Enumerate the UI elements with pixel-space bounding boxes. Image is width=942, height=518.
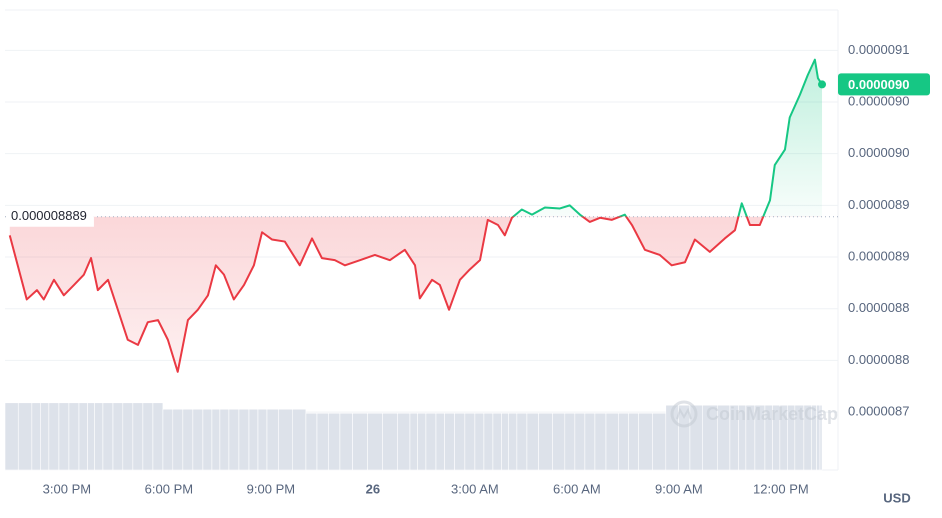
y-tick-label: 0.0000089 — [848, 248, 909, 263]
y-tick-label: 0.0000090 — [848, 93, 909, 108]
volume-bar — [594, 412, 607, 471]
volume-bar — [492, 412, 502, 471]
y-tick-label: 0.0000088 — [848, 300, 909, 315]
x-tick-label: 26 — [366, 481, 380, 496]
volume-bar — [552, 412, 566, 471]
volume-bar — [182, 408, 194, 471]
volume-bar — [211, 408, 221, 471]
volume-bar — [102, 402, 114, 471]
volume-bar — [474, 412, 485, 471]
x-tick-label: 3:00 PM — [43, 481, 91, 496]
volume-bar — [152, 402, 164, 471]
volume-bar — [112, 402, 124, 471]
volume-bar — [291, 408, 307, 471]
volume-bar — [122, 402, 134, 471]
reference-label: 0.000008889 — [11, 208, 87, 223]
volume-bar — [464, 412, 476, 471]
volume-bar — [31, 402, 41, 471]
volume-bar — [454, 412, 466, 471]
volume-bar — [78, 402, 88, 471]
volume-bar — [367, 412, 383, 471]
watermark: CoinMarketCap — [670, 400, 838, 428]
plot: 0.000008889 0.0000090 — [5, 58, 930, 373]
volume-bar — [628, 412, 639, 471]
volume-bar — [435, 412, 445, 471]
volume-bar — [584, 412, 596, 471]
volume-bar — [162, 408, 174, 471]
volume-bar — [132, 402, 144, 471]
volume-bar — [516, 412, 528, 471]
volume-bar — [417, 412, 427, 471]
volume-bar — [352, 412, 368, 471]
x-tick-label: 9:00 AM — [655, 481, 703, 496]
volume-bar — [501, 412, 509, 471]
volume-bar — [638, 412, 653, 471]
volume-bar — [219, 408, 230, 471]
volume-bar — [48, 402, 60, 471]
volume-bar — [68, 402, 80, 471]
volume-bar — [228, 408, 240, 471]
volume-bar — [58, 402, 70, 471]
volume-bar — [4, 402, 19, 471]
y-tick-label: 0.0000091 — [848, 42, 909, 57]
reference-label-bg — [6, 206, 94, 227]
volume-bar — [172, 408, 184, 471]
x-tick-label: 9:00 PM — [247, 481, 295, 496]
volume-bar — [238, 408, 250, 471]
x-tick-label: 3:00 AM — [451, 481, 499, 496]
y-tick-label: 0.0000090 — [848, 145, 909, 160]
volume-bar — [305, 412, 318, 471]
price-tag — [838, 73, 930, 96]
volume-bar — [142, 402, 154, 471]
volume-bar — [17, 402, 33, 471]
y-tick-label: 0.0000087 — [848, 404, 909, 419]
y-tick-label: 0.0000089 — [848, 197, 909, 212]
volume-bar — [538, 412, 553, 471]
volume-bar — [328, 412, 341, 471]
currency-label: USD — [883, 490, 910, 505]
volume-bar — [508, 412, 518, 471]
x-tick-label: 12:00 PM — [753, 481, 809, 496]
volume-bar — [40, 402, 50, 471]
volume-bar — [266, 408, 279, 471]
price-tag-label: 0.0000090 — [848, 77, 909, 92]
last-point — [818, 80, 827, 89]
volume-bar — [192, 408, 204, 471]
volume-bar — [574, 412, 586, 471]
x-tick-label: 6:00 AM — [553, 481, 601, 496]
volume-bar — [94, 402, 104, 471]
volume-bar — [278, 408, 293, 471]
watermark-text: CoinMarketCap — [706, 404, 838, 424]
volume-bar — [339, 412, 353, 471]
volume-bar — [618, 412, 629, 471]
volume-bar — [425, 412, 437, 471]
volume-bars — [4, 402, 823, 471]
price-area — [9, 59, 823, 372]
volume-bar — [409, 412, 418, 471]
volume-bar — [652, 412, 667, 471]
volume-bar — [397, 412, 411, 471]
volume-bar — [248, 408, 259, 471]
y-tick-label: 0.0000088 — [848, 352, 909, 367]
volume-bar — [819, 404, 823, 471]
price-line — [8, 58, 823, 373]
volume-bar — [526, 412, 539, 471]
volume-bar — [382, 412, 398, 471]
volume-bar — [605, 412, 619, 471]
volume-bar — [87, 402, 95, 471]
x-tick-label: 6:00 PM — [145, 481, 193, 496]
volume-bar — [483, 412, 494, 471]
volume-bar — [444, 412, 455, 471]
volume-bar — [257, 408, 268, 471]
volume-bar — [316, 412, 329, 471]
volume-bar — [564, 412, 576, 471]
volume-bar — [202, 408, 213, 471]
